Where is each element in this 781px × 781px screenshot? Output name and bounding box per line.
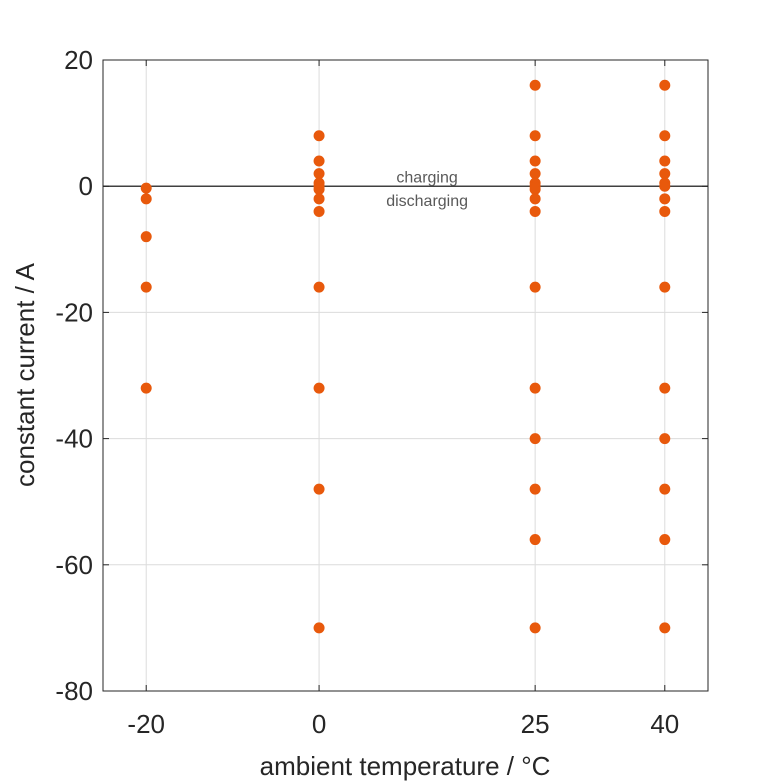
data-point — [529, 382, 541, 394]
data-point — [313, 281, 325, 293]
y-tick-label: 0 — [79, 171, 93, 201]
data-point — [659, 193, 671, 205]
data-point — [659, 155, 671, 167]
data-point — [659, 130, 671, 142]
data-point — [313, 382, 325, 394]
x-tick-labels: -20 0 25 40 — [127, 709, 679, 739]
y-tick-label: -40 — [55, 424, 93, 454]
data-point — [659, 622, 671, 634]
data-point — [659, 168, 671, 180]
data-point — [529, 205, 541, 217]
data-point — [140, 182, 152, 194]
data-point — [529, 534, 541, 546]
data-point — [140, 281, 152, 293]
data-point — [313, 205, 325, 217]
data-point — [529, 79, 541, 91]
y-axis-label: constant current / A — [10, 262, 40, 487]
data-point — [313, 168, 325, 180]
data-point — [659, 433, 671, 445]
plot-frame — [102, 59, 709, 692]
data-points — [140, 79, 671, 634]
data-point — [529, 193, 541, 205]
data-point — [140, 382, 152, 394]
data-point — [659, 382, 671, 394]
data-point — [529, 155, 541, 167]
data-point — [529, 433, 541, 445]
data-point — [313, 183, 325, 195]
x-axis-label: ambient temperature / °C — [260, 751, 551, 781]
data-point — [140, 231, 152, 243]
data-point — [313, 155, 325, 167]
data-point — [529, 281, 541, 293]
y-tick-label: -80 — [55, 676, 93, 706]
y-tick-label: -60 — [55, 550, 93, 580]
data-point — [659, 281, 671, 293]
data-point — [313, 130, 325, 142]
data-point — [529, 130, 541, 142]
x-tick-label: 40 — [650, 709, 679, 739]
annotation-label: charging — [396, 170, 457, 187]
annotations: charging discharging — [386, 170, 468, 210]
data-point — [140, 193, 152, 205]
data-point — [313, 483, 325, 495]
data-point — [659, 483, 671, 495]
y-tick-labels: 20 0 -20 -40 -60 -80 — [55, 45, 93, 706]
data-point — [529, 168, 541, 180]
axes-box — [102, 59, 709, 692]
data-point — [659, 534, 671, 546]
y-tick-label: 20 — [64, 45, 93, 75]
data-point — [659, 180, 671, 192]
data-point — [529, 483, 541, 495]
data-point — [313, 193, 325, 205]
data-point — [659, 205, 671, 217]
data-point — [529, 622, 541, 634]
x-tick-label: 25 — [521, 709, 550, 739]
data-point — [529, 183, 541, 195]
x-tick-label: -20 — [127, 709, 165, 739]
annotation-label: discharging — [386, 193, 468, 210]
data-point — [313, 622, 325, 634]
data-point — [659, 79, 671, 91]
y-tick-label: -20 — [55, 297, 93, 327]
x-tick-label: 0 — [312, 709, 326, 739]
